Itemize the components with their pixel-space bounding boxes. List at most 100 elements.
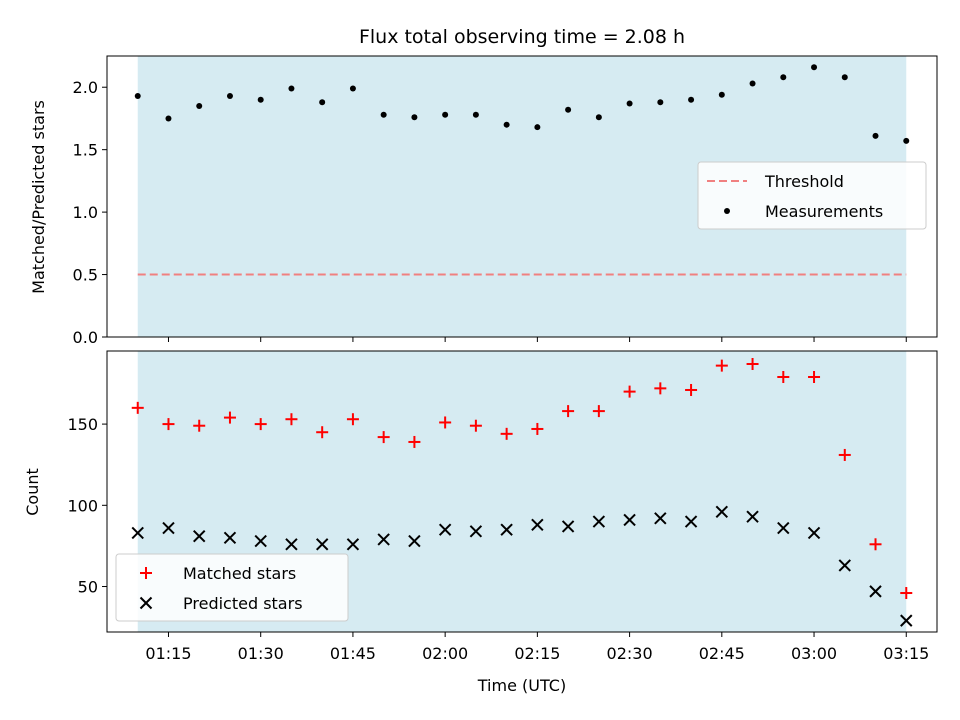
matched-star-point: [193, 419, 206, 432]
ratio-y-tick-label: 1.5: [73, 141, 98, 160]
ratio-legend-box: [697, 161, 927, 230]
measurement-point: [411, 114, 418, 121]
predicted-star-point: [285, 538, 298, 551]
predicted-star-point: [623, 513, 636, 527]
count-x-ticks: 01:15 01:30 01:45 02:00 02:15 02:30 02:45 03:00…: [145, 632, 929, 663]
ratio-panel: 0.00.51.01.52.0 Matched/Predicted stars …: [29, 55, 938, 347]
measurement-point: [319, 99, 326, 106]
measurement-point: [872, 132, 879, 139]
matched-star-point: [715, 359, 728, 372]
predicted-star-point: [223, 531, 237, 544]
count-y-label: Count: [23, 468, 42, 516]
measurement-point: [565, 106, 572, 113]
legend-measurements-swatch: [724, 208, 730, 214]
predicted-star-point: [469, 525, 483, 538]
predicted-star-point: [162, 521, 175, 535]
measurement-point: [442, 111, 449, 118]
matched-star-point: [408, 435, 421, 448]
predicted-star-point: [684, 515, 698, 528]
measurement-point: [749, 80, 756, 87]
matched-star-point: [223, 411, 236, 424]
measurement-points: [134, 64, 910, 144]
ratio-legend: Threshold Measurements: [697, 161, 927, 230]
matched-star-point: [562, 405, 575, 418]
matched-star-point: [777, 370, 790, 383]
measurement-point: [257, 96, 264, 103]
measurement-point: [595, 114, 602, 121]
measurement-point: [380, 111, 387, 118]
count-axes-frame: [106, 350, 938, 633]
matched-star-point: [654, 382, 667, 395]
count-y-tick-label: 100: [67, 496, 98, 515]
legend-predicted-swatch: [139, 596, 153, 610]
predicted-star-point: [500, 523, 513, 536]
ratio-y-tick-label: 0.5: [73, 266, 98, 285]
matched-star-point: [869, 538, 882, 551]
measurement-point: [226, 92, 233, 99]
count-x-tick-label: 02:15: [514, 644, 560, 663]
measurement-point: [503, 121, 510, 128]
legend-matched-swatch: [140, 567, 152, 579]
measurement-point: [472, 111, 479, 118]
predicted-star-point: [254, 534, 267, 548]
predicted-star-point: [715, 505, 729, 519]
matched-star-point: [346, 413, 359, 426]
measurement-point: [841, 74, 848, 81]
predicted-star-point: [592, 515, 606, 528]
ratio-y-tick-label: 0.0: [73, 328, 98, 347]
matched-star-point: [838, 448, 851, 461]
matched-star-point: [254, 418, 267, 431]
count-y-tick-label: 50: [78, 578, 98, 597]
x-axis-label: Time (UTC): [477, 676, 566, 695]
predicted-star-point: [561, 520, 575, 533]
ratio-x-ticks: [167, 337, 907, 342]
matched-star-point: [377, 431, 390, 444]
matched-star-point: [808, 370, 821, 383]
count-legend-box: [115, 553, 349, 622]
count-y-ticks: 50 100 150: [67, 415, 107, 597]
count-x-tick-label: 03:00: [791, 644, 837, 663]
measurement-point: [534, 124, 541, 131]
measurement-point: [196, 102, 203, 109]
matched-star-point: [316, 426, 329, 439]
predicted-star-point: [838, 559, 851, 572]
predicted-star-point: [654, 512, 667, 525]
matched-star-point: [746, 357, 759, 370]
measurement-point: [718, 91, 725, 98]
count-x-tick-label: 01:30: [238, 644, 284, 663]
count-y-tick-label: 150: [67, 415, 98, 434]
measurement-point: [288, 85, 295, 92]
predicted-star-point: [807, 526, 821, 540]
legend-cross-marker: [139, 596, 153, 610]
legend-plus-marker: [140, 567, 152, 579]
predicted-star-point: [131, 526, 144, 540]
predicted-star-point: [315, 538, 329, 551]
ratio-axes-frame: [106, 55, 938, 338]
matched-star-point: [592, 405, 605, 418]
predicted-stars-points: [131, 505, 913, 627]
count-x-tick-label: 03:15: [883, 644, 929, 663]
predicted-star-point: [193, 529, 206, 543]
ratio-y-tick-label: 1.0: [73, 203, 98, 222]
matched-star-point: [685, 383, 698, 396]
count-x-tick-label: 02:45: [699, 644, 745, 663]
legend-predicted-label: Predicted stars: [183, 594, 303, 613]
ratio-y-tick-label: 2.0: [73, 78, 98, 97]
predicted-star-point: [531, 518, 544, 532]
matched-stars-points: [131, 357, 913, 600]
predicted-star-point: [346, 538, 360, 551]
count-x-tick-label: 02:00: [422, 644, 468, 663]
chart-title: Flux total observing time = 2.08 h: [359, 26, 685, 48]
measurement-point: [134, 92, 141, 99]
matched-star-point: [285, 413, 298, 426]
count-x-tick-label: 01:45: [330, 644, 376, 663]
matched-star-point: [439, 416, 452, 429]
predicted-star-point: [777, 521, 790, 535]
ratio-y-label: Matched/Predicted stars: [29, 100, 48, 294]
matched-star-point: [162, 418, 175, 431]
measurement-point: [903, 137, 910, 144]
measurement-point: [780, 74, 787, 81]
measurement-point: [626, 100, 633, 107]
